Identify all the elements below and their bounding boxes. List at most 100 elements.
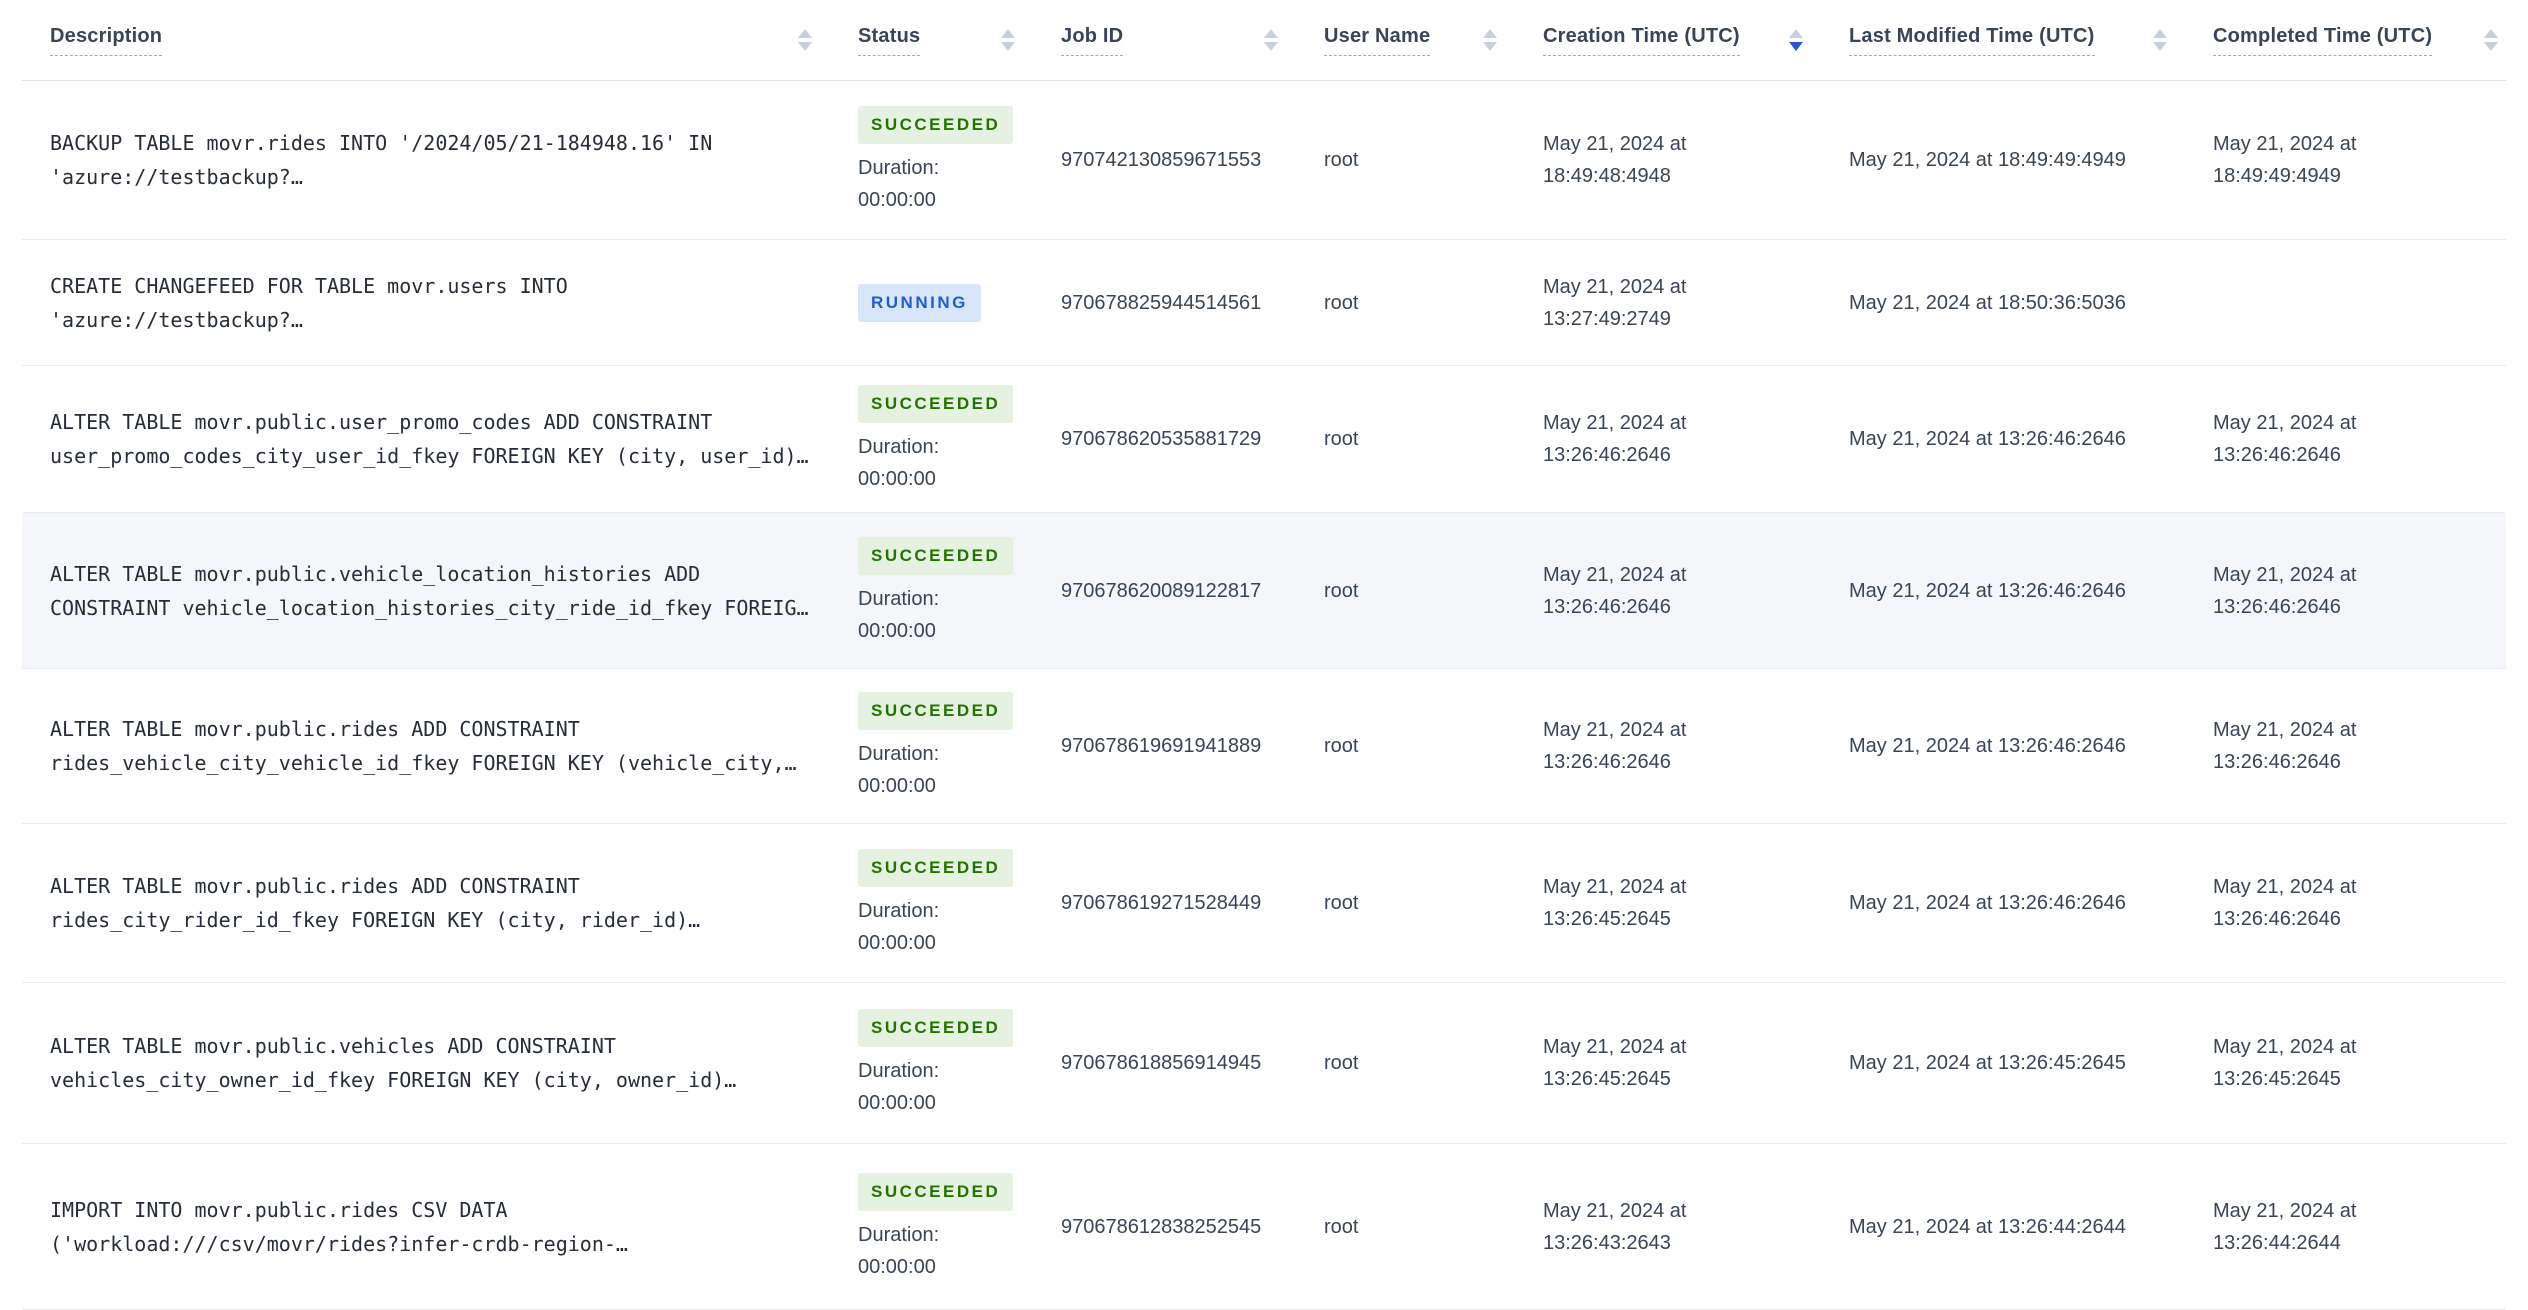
sort-arrows — [1483, 29, 1497, 51]
job-description-link[interactable]: ALTER TABLE movr.public.vehicle_location… — [50, 557, 838, 625]
description-line-1: ALTER TABLE movr.public.user_promo_codes… — [50, 410, 713, 434]
column-header-label: Completed Time (UTC) — [2213, 25, 2433, 56]
creation-time-cell: May 21, 2024 at 13:27:49:2749 — [1543, 239, 1849, 366]
job-description-link[interactable]: ALTER TABLE movr.public.user_promo_codes… — [50, 405, 838, 473]
status-cell: SUCCEEDED Duration: 00:00:00 — [858, 1143, 1061, 1310]
table-row[interactable]: IMPORT INTO movr.public.rides CSV DATA (… — [22, 1143, 2506, 1310]
column-header-label: Last Modified Time (UTC) — [1849, 25, 2095, 56]
last-modified-time-cell: May 21, 2024 at 18:50:36:5036 — [1849, 239, 2213, 366]
column-header-job-id[interactable]: Job ID — [1061, 0, 1324, 81]
sort-arrows — [2153, 29, 2167, 51]
sort-desc-icon — [1264, 42, 1278, 51]
last-modified-time-cell: May 21, 2024 at 13:26:46:2646 — [1849, 365, 2213, 513]
status-badge: SUCCEEDED — [858, 106, 1014, 144]
description-line-2: user_promo_codes_city_user_id_fkey FOREI… — [50, 444, 809, 468]
description-line-1: IMPORT INTO movr.public.rides CSV DATA — [50, 1197, 508, 1222]
column-header-label: Job ID — [1061, 25, 1124, 56]
creation-time-cell: May 21, 2024 at 13:26:46:2646 — [1543, 512, 1849, 669]
creation-time-cell: May 21, 2024 at 13:26:46:2646 — [1543, 668, 1849, 824]
status-cell: SUCCEEDED Duration: 00:00:00 — [858, 982, 1061, 1144]
completed-time-cell: May 21, 2024 at 18:49:49:4949 — [2213, 80, 2506, 240]
creation-time-cell: May 21, 2024 at 13:26:43:2643 — [1543, 1143, 1849, 1310]
duration-value: 00:00:00 — [858, 1092, 936, 1114]
job-id-cell: 970742130859671553 — [1061, 80, 1324, 240]
description-cell: ALTER TABLE movr.public.user_promo_codes… — [22, 365, 858, 513]
status-badge: SUCCEEDED — [858, 1009, 1014, 1047]
description-line-2: vehicles_city_owner_id_fkey FOREIGN KEY … — [50, 1068, 737, 1092]
completed-time-cell: May 21, 2024 at 13:26:46:2646 — [2213, 668, 2506, 824]
table-row[interactable]: ALTER TABLE movr.public.vehicles ADD CON… — [22, 982, 2506, 1144]
sort-arrows — [1789, 29, 1803, 51]
duration-label: Duration: — [858, 743, 940, 765]
job-id-cell: 970678618856914945 — [1061, 982, 1324, 1144]
job-description-link[interactable]: ALTER TABLE movr.public.vehicles ADD CON… — [50, 1029, 838, 1097]
description-line-1: ALTER TABLE movr.public.vehicles ADD CON… — [50, 1034, 616, 1058]
column-header-description[interactable]: Description — [22, 0, 858, 81]
table-row[interactable]: ALTER TABLE movr.public.rides ADD CONSTR… — [22, 668, 2506, 824]
user-name-cell: root — [1324, 823, 1543, 983]
duration-value: 00:00:00 — [858, 619, 936, 642]
status-badge: SUCCEEDED — [858, 692, 1014, 730]
sort-asc-icon — [1483, 29, 1497, 38]
job-id-cell: 970678619691941889 — [1061, 668, 1324, 824]
column-header-status[interactable]: Status — [858, 0, 1061, 81]
table-row[interactable]: ALTER TABLE movr.public.rides ADD CONSTR… — [22, 823, 2506, 983]
job-description-link[interactable]: IMPORT INTO movr.public.rides CSV DATA (… — [50, 1193, 838, 1261]
jobs-table: Description Status Job ID User Name — [22, 0, 2506, 1310]
completed-time-cell: May 21, 2024 at 13:26:44:2644 — [2213, 1143, 2506, 1310]
duration-label: Duration: — [858, 900, 940, 922]
job-description-link[interactable]: ALTER TABLE movr.public.rides ADD CONSTR… — [50, 869, 838, 937]
last-modified-time-cell: May 21, 2024 at 13:26:46:2646 — [1849, 823, 2213, 983]
sort-desc-icon — [798, 42, 812, 51]
sort-arrows — [798, 29, 812, 51]
column-header-last-modified-time[interactable]: Last Modified Time (UTC) — [1849, 0, 2213, 81]
description-cell: CREATE CHANGEFEED FOR TABLE movr.users I… — [22, 239, 858, 366]
user-name-cell: root — [1324, 80, 1543, 240]
table-row[interactable]: CREATE CHANGEFEED FOR TABLE movr.users I… — [22, 239, 2506, 366]
sort-desc-icon — [2484, 42, 2498, 51]
description-line-2: 'azure://testbackup?… — [50, 165, 303, 189]
status-badge: SUCCEEDED — [858, 1172, 1014, 1211]
description-line-1: ALTER TABLE movr.public.rides ADD CONSTR… — [50, 874, 580, 898]
job-id-cell: 970678619271528449 — [1061, 823, 1324, 983]
sort-arrows — [1001, 29, 1015, 51]
status-badge: SUCCEEDED — [858, 536, 1014, 575]
status-cell: RUNNING — [858, 239, 1061, 366]
sort-arrows — [1264, 29, 1278, 51]
duration-value: 00:00:00 — [858, 1255, 936, 1278]
column-header-creation-time[interactable]: Creation Time (UTC) — [1543, 0, 1849, 81]
status-cell: SUCCEEDED Duration: 00:00:00 — [858, 365, 1061, 513]
creation-time-cell: May 21, 2024 at 18:49:48:4948 — [1543, 80, 1849, 240]
description-line-1: ALTER TABLE movr.public.vehicle_location… — [50, 561, 701, 586]
last-modified-time-cell: May 21, 2024 at 13:26:46:2646 — [1849, 668, 2213, 824]
job-description-link[interactable]: CREATE CHANGEFEED FOR TABLE movr.users I… — [50, 269, 838, 337]
completed-time-cell: May 21, 2024 at 13:26:46:2646 — [2213, 365, 2506, 513]
job-description-link[interactable]: BACKUP TABLE movr.rides INTO '/2024/05/2… — [50, 126, 838, 194]
duration-value: 00:00:00 — [858, 775, 936, 797]
last-modified-time-cell: May 21, 2024 at 18:49:49:4949 — [1849, 80, 2213, 240]
job-description-link[interactable]: ALTER TABLE movr.public.rides ADD CONSTR… — [50, 712, 838, 780]
sort-asc-icon — [1001, 29, 1015, 38]
user-name-cell: root — [1324, 365, 1543, 513]
creation-time-cell: May 21, 2024 at 13:26:45:2645 — [1543, 823, 1849, 983]
column-header-label: User Name — [1324, 25, 1431, 56]
column-header-completed-time[interactable]: Completed Time (UTC) — [2213, 0, 2506, 81]
duration-value: 00:00:00 — [858, 189, 936, 211]
description-line-2: rides_city_rider_id_fkey FOREIGN KEY (ci… — [50, 908, 701, 932]
creation-time-cell: May 21, 2024 at 13:26:45:2645 — [1543, 982, 1849, 1144]
sort-desc-icon — [1001, 42, 1015, 51]
job-id-cell: 970678620535881729 — [1061, 365, 1324, 513]
column-header-user-name[interactable]: User Name — [1324, 0, 1543, 81]
description-cell: ALTER TABLE movr.public.vehicle_location… — [22, 512, 858, 669]
job-id-cell: 970678620089122817 — [1061, 512, 1324, 669]
status-cell: SUCCEEDED Duration: 00:00:00 — [858, 512, 1061, 669]
table-row[interactable]: ALTER TABLE movr.public.vehicle_location… — [22, 512, 2506, 669]
creation-time-cell: May 21, 2024 at 13:26:46:2646 — [1543, 365, 1849, 513]
table-row[interactable]: BACKUP TABLE movr.rides INTO '/2024/05/2… — [22, 80, 2506, 240]
user-name-cell: root — [1324, 982, 1543, 1144]
sort-asc-icon — [798, 29, 812, 38]
description-line-2: ('workload:///csv/movr/rides?infer-crdb-… — [50, 1231, 628, 1256]
last-modified-time-cell: May 21, 2024 at 13:26:44:2644 — [1849, 1143, 2213, 1310]
user-name-cell: root — [1324, 512, 1543, 669]
table-row[interactable]: ALTER TABLE movr.public.user_promo_codes… — [22, 365, 2506, 513]
